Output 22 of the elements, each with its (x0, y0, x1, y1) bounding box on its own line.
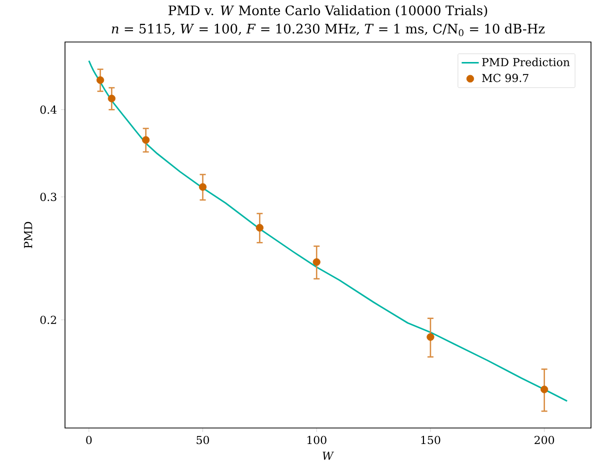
x-tick-label: 100 (307, 436, 326, 444)
x-tick-label: 50 (196, 436, 210, 444)
chart-title: PMD v. W Monte Carlo Validation (10000 Trials) (168, 5, 488, 18)
point (108, 94, 116, 102)
x-axis-title: W (322, 452, 334, 460)
legend-label: PMD Prediction (482, 58, 570, 66)
x-tick-label: 0 (86, 436, 92, 444)
y-tick-label: 0.2 (40, 316, 56, 324)
y-tick-label: 0.3 (40, 192, 56, 202)
point (96, 76, 104, 84)
x-tick-label: 200 (534, 436, 554, 444)
legend-label: MC 99.7 (482, 74, 528, 82)
x-tick-label: 150 (421, 436, 440, 444)
point (426, 333, 434, 341)
point (312, 258, 320, 266)
point (142, 136, 150, 144)
point (256, 224, 264, 232)
point (540, 386, 548, 394)
text: n = 5115, W = 100, F = 10.230 MHz, T = 1 ms, C/N$_{0}$ = 10 dB-Hz (112, 24, 545, 36)
y-tick-label: 0.4 (40, 106, 57, 114)
point (198, 183, 207, 191)
y-axis-title: PMD (24, 222, 32, 248)
